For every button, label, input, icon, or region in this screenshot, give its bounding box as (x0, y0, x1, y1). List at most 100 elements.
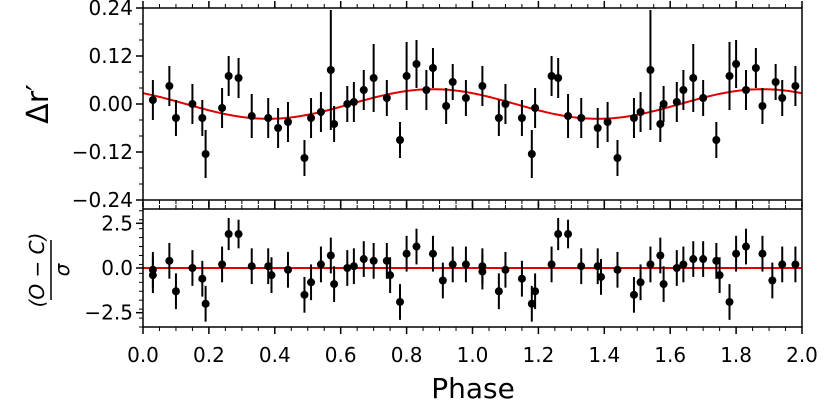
data-point (171, 287, 180, 296)
data-point (791, 82, 800, 90)
data-point (330, 120, 339, 128)
data-point (778, 260, 787, 269)
y-axis-label-top: Δr′ (21, 84, 56, 124)
y-label-numerator: (O − C) (25, 233, 49, 308)
x-tick-label: 0.0 (127, 343, 159, 367)
data-point (349, 262, 358, 271)
data-point (442, 102, 451, 110)
data-point (527, 299, 536, 308)
data-point (326, 66, 335, 74)
data-point (699, 255, 708, 264)
data-point (247, 112, 256, 120)
data-point (428, 64, 437, 72)
data-point (283, 118, 292, 126)
data-point (267, 271, 276, 280)
data-point (646, 260, 655, 269)
data-point (359, 255, 368, 264)
data-point (148, 96, 157, 104)
data-point (412, 242, 421, 251)
data-point (593, 124, 602, 132)
x-axis-label: Phase (431, 372, 515, 405)
data-point (478, 82, 487, 90)
data-points-layer (148, 10, 800, 178)
x-tick-label: 1.2 (522, 343, 554, 367)
data-point (564, 112, 573, 120)
data-point (547, 260, 556, 269)
data-point (274, 124, 283, 132)
data-point (218, 104, 227, 112)
data-point (646, 66, 655, 74)
data-point (382, 256, 391, 265)
data-point (613, 265, 622, 274)
data-point (300, 290, 309, 299)
data-point (603, 118, 612, 126)
data-point (751, 64, 760, 72)
data-point (659, 100, 668, 108)
data-point (768, 276, 777, 285)
data-point (300, 154, 309, 162)
data-point (629, 114, 638, 122)
y-tick-label: 0.24 (88, 0, 133, 20)
data-point (307, 114, 316, 122)
data-point (438, 276, 447, 285)
axes-layer: 2.5 0.0 −2.5 0.0 0.2 0.4 0.6 0.8 1.0 1.2 1.4 1.6 1.8… (84, 202, 818, 367)
data-point (264, 114, 273, 122)
y-tick-label: −0.12 (72, 140, 133, 164)
data-point (234, 230, 243, 239)
y-tick-label: 0.0 (101, 256, 133, 280)
data-point (501, 265, 510, 274)
data-point (201, 150, 210, 158)
data-point (461, 94, 470, 102)
x-tick-label: 0.8 (391, 343, 423, 367)
data-point (188, 264, 197, 272)
data-point (778, 94, 787, 102)
data-point (547, 72, 556, 80)
data-point (198, 114, 207, 122)
data-point (712, 136, 721, 144)
data-point (715, 271, 724, 280)
x-tick-label: 0.4 (259, 343, 291, 367)
data-point (554, 74, 563, 82)
y-tick-label: 0.00 (88, 92, 133, 116)
data-point (494, 114, 503, 122)
data-point (659, 280, 668, 289)
data-point (531, 287, 540, 296)
data-point (171, 114, 180, 122)
data-point (382, 94, 391, 102)
data-point (689, 255, 698, 264)
data-point (148, 271, 157, 280)
data-point (517, 274, 526, 283)
data-point (316, 108, 325, 116)
data-point (326, 251, 335, 260)
y-axis-label-bottom: (O − C) σ (25, 233, 74, 308)
data-point (402, 72, 411, 80)
data-point (758, 102, 767, 110)
data-point (386, 271, 395, 280)
data-point (359, 86, 368, 94)
data-point (679, 260, 688, 269)
data-point (402, 249, 411, 258)
data-point (478, 267, 487, 276)
data-point (165, 82, 174, 90)
x-tick-label: 1.6 (654, 343, 686, 367)
x-tick-label: 0.2 (193, 343, 225, 367)
data-point (791, 260, 800, 269)
data-point (165, 256, 174, 265)
data-point (343, 264, 352, 272)
data-point (577, 114, 586, 122)
data-point (501, 100, 510, 108)
data-point (247, 262, 256, 271)
y-tick-label: 0.12 (88, 44, 133, 68)
data-point (201, 299, 210, 308)
data-point (396, 297, 405, 306)
data-point (349, 98, 358, 106)
data-point (343, 100, 352, 108)
data-point (758, 249, 767, 258)
x-tick-label: 2.0 (786, 343, 818, 367)
x-tick-label: 0.6 (325, 343, 357, 367)
top-panel: 0.24 0.12 0.00 −0.12 −0.24 (72, 0, 803, 212)
data-point (448, 78, 457, 86)
data-point (597, 272, 606, 281)
data-point (369, 256, 378, 265)
